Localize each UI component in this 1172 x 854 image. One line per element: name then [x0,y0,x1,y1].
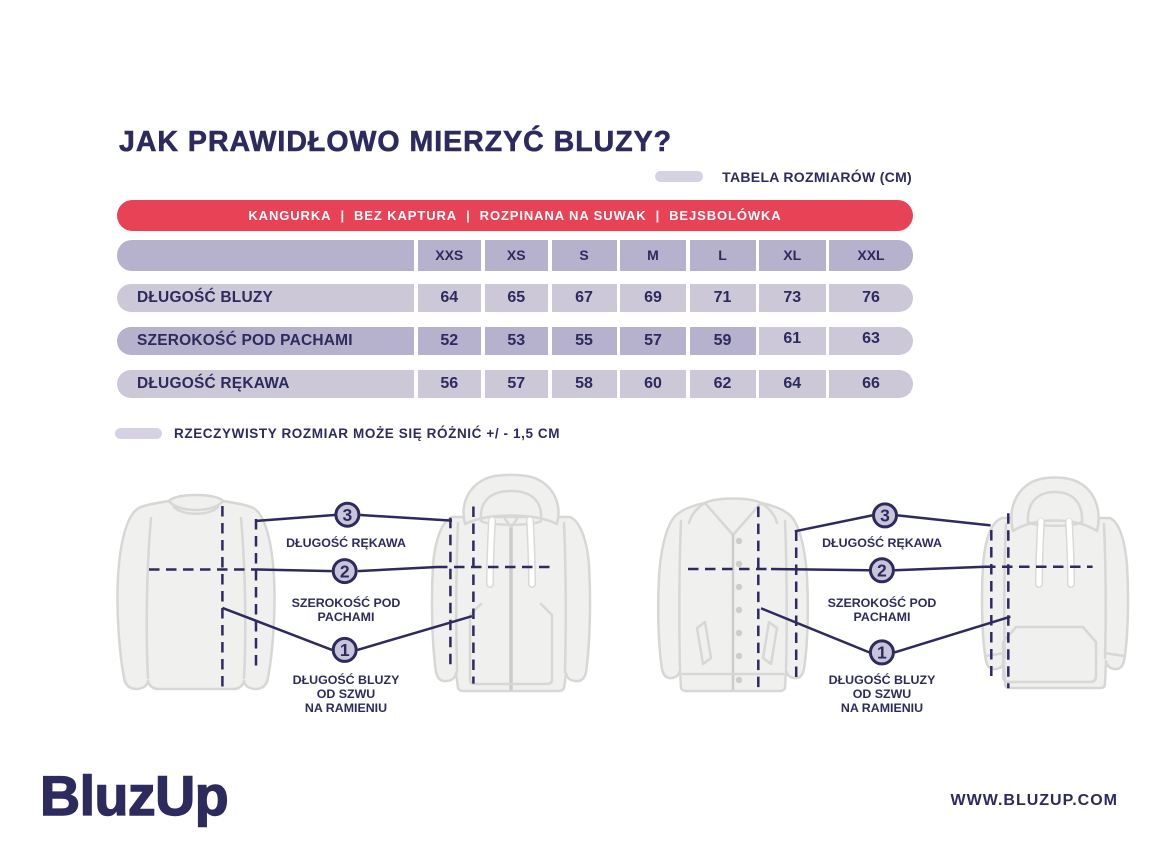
svg-text:2: 2 [340,561,350,581]
svg-text:2: 2 [877,561,887,581]
svg-text:1: 1 [340,640,350,660]
svg-text:1: 1 [877,643,887,663]
svg-text:3: 3 [880,506,890,526]
svg-text:3: 3 [343,505,353,525]
